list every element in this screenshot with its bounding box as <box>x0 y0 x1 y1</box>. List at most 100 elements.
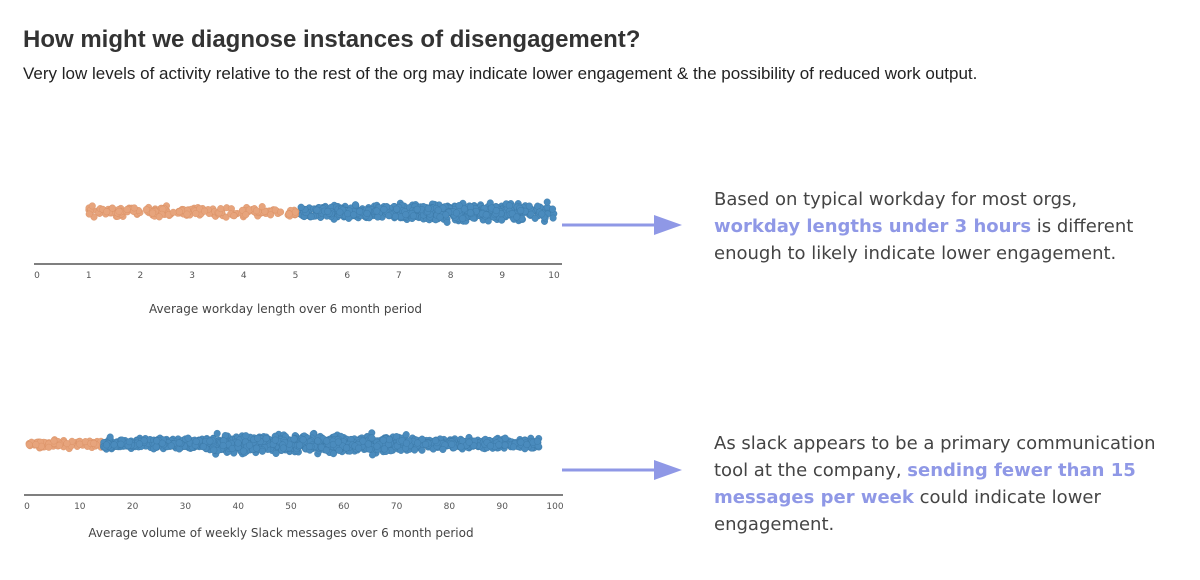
data-point-below-threshold <box>103 208 111 216</box>
data-point-above-threshold <box>271 436 279 444</box>
data-point-above-threshold <box>393 205 401 213</box>
data-point-above-threshold <box>363 209 371 217</box>
arrow-right-icon <box>562 460 682 480</box>
data-point-above-threshold <box>443 218 451 226</box>
data-point-above-threshold <box>206 437 214 445</box>
data-point-below-threshold <box>55 441 63 449</box>
data-point-above-threshold <box>455 202 463 210</box>
data-point-below-threshold <box>115 207 123 215</box>
data-point-above-threshold <box>296 441 304 449</box>
data-point-above-threshold <box>465 438 473 446</box>
x-tick-label: 90 <box>496 502 508 512</box>
data-point-above-threshold <box>533 437 541 445</box>
data-point-above-threshold <box>213 429 221 437</box>
note-text: As slack appears to be a primary communi… <box>714 433 1156 481</box>
data-point-above-threshold <box>538 210 546 218</box>
data-point-above-threshold <box>297 203 305 211</box>
x-tick-label: 0 <box>34 271 40 281</box>
data-point-below-threshold <box>277 208 285 216</box>
x-tick-label: 7 <box>396 271 402 281</box>
x-tick-label: 3 <box>189 271 195 281</box>
data-point-above-threshold <box>192 437 200 445</box>
data-point-above-threshold <box>240 447 248 455</box>
data-point-above-threshold <box>439 446 447 454</box>
data-point-above-threshold <box>253 444 261 452</box>
data-point-above-threshold <box>219 442 227 450</box>
data-point-above-threshold <box>210 446 218 454</box>
data-point-above-threshold <box>344 210 352 218</box>
arrow-right-icon <box>562 215 682 235</box>
data-point-above-threshold <box>374 213 382 221</box>
data-point-above-threshold <box>523 441 531 449</box>
data-point-above-threshold <box>448 440 456 448</box>
data-point-below-threshold <box>291 208 299 216</box>
data-point-above-threshold <box>135 440 143 448</box>
data-point-above-threshold <box>385 436 393 444</box>
data-point-above-threshold <box>467 209 475 217</box>
data-point-above-threshold <box>314 437 322 445</box>
data-point-above-threshold <box>501 441 509 449</box>
data-point-above-threshold <box>336 208 344 216</box>
data-point-above-threshold <box>350 211 358 219</box>
x-tick-label: 30 <box>180 502 192 512</box>
data-point-above-threshold <box>525 202 533 210</box>
slack-insight-note: As slack appears to be a primary communi… <box>714 430 1164 538</box>
data-point-above-threshold <box>385 212 393 220</box>
data-point-below-threshold <box>149 209 157 217</box>
data-point-above-threshold <box>403 439 411 447</box>
data-point-above-threshold <box>460 205 468 213</box>
data-point-above-threshold <box>549 205 557 213</box>
data-point-above-threshold <box>482 211 490 219</box>
data-point-above-threshold <box>106 433 114 441</box>
data-point-above-threshold <box>498 216 506 224</box>
x-tick-label: 80 <box>444 502 456 512</box>
data-point-below-threshold <box>217 205 225 213</box>
data-point-above-threshold <box>307 213 315 221</box>
data-point-above-threshold <box>436 213 444 221</box>
data-point-below-threshold <box>32 441 40 449</box>
note-text: could indicate lower engagement. <box>714 487 1101 535</box>
data-point-above-threshold <box>422 440 430 448</box>
data-point-above-threshold <box>110 441 118 449</box>
data-point-above-threshold <box>424 204 432 212</box>
x-tick-label: 4 <box>241 271 247 281</box>
data-point-above-threshold <box>322 446 330 454</box>
x-tick-label: 60 <box>338 502 350 512</box>
data-point-below-threshold <box>25 441 33 449</box>
page-subtitle: Very low levels of activity relative to … <box>23 64 978 83</box>
data-point-above-threshold <box>418 435 426 443</box>
x-tick-label: 40 <box>232 502 244 512</box>
data-point-above-threshold <box>452 209 460 217</box>
x-tick-label: 6 <box>344 271 350 281</box>
data-point-below-threshold <box>123 205 131 213</box>
x-tick-label: 20 <box>127 502 139 512</box>
data-point-above-threshold <box>409 212 417 220</box>
data-point-above-threshold <box>373 442 381 450</box>
data-point-above-threshold <box>368 434 376 442</box>
data-point-above-threshold <box>501 434 509 442</box>
data-point-above-threshold <box>242 432 250 440</box>
data-point-above-threshold <box>391 212 399 220</box>
data-point-above-threshold <box>373 207 381 215</box>
data-point-above-threshold <box>290 435 298 443</box>
x-tick-label: 9 <box>499 271 505 281</box>
data-point-above-threshold <box>380 445 388 453</box>
data-point-below-threshold <box>169 208 177 216</box>
data-point-above-threshold <box>413 205 421 213</box>
data-point-above-threshold <box>299 436 307 444</box>
note-text: Based on typical workday for most orgs, <box>714 189 1078 210</box>
data-point-above-threshold <box>355 444 363 452</box>
x-tick-label: 70 <box>391 502 403 512</box>
x-tick-label: 100 <box>546 502 563 512</box>
data-point-below-threshold <box>242 211 250 219</box>
data-point-above-threshold <box>411 446 419 454</box>
data-point-below-threshold <box>155 213 163 221</box>
data-point-above-threshold <box>234 439 242 447</box>
data-point-above-threshold <box>352 201 360 209</box>
note-text: is different enough to likely indicate l… <box>714 216 1134 264</box>
x-axis-label: Average workday length over 6 month peri… <box>149 302 422 316</box>
data-point-above-threshold <box>175 439 183 447</box>
data-point-above-threshold <box>513 213 521 221</box>
x-axis-label: Average volume of weekly Slack messages … <box>88 526 473 540</box>
data-point-above-threshold <box>117 440 125 448</box>
